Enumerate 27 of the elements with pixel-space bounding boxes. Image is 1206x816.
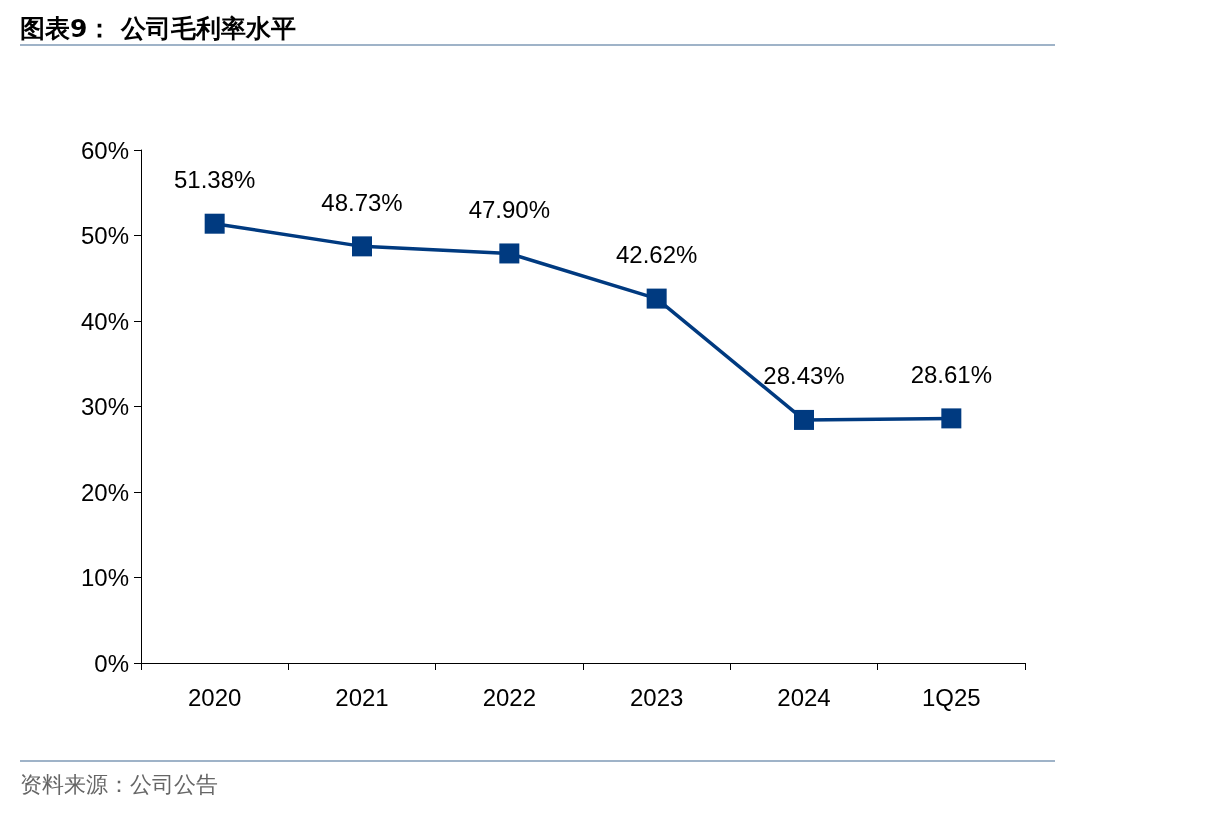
y-tick-label: 20% xyxy=(80,478,129,506)
point xyxy=(794,409,814,430)
data-label: 28.61% xyxy=(910,360,993,388)
point xyxy=(352,236,372,257)
x-tick-label: 2021 xyxy=(335,683,389,711)
y-tick-label: 0% xyxy=(94,649,129,677)
point xyxy=(941,408,962,429)
y-tick-label: 60% xyxy=(80,136,129,164)
point xyxy=(646,288,667,309)
x-tick-label: 1Q25 xyxy=(921,683,981,711)
x-tick-label: 2023 xyxy=(629,683,684,711)
y-tick-label: 50% xyxy=(80,222,129,249)
point xyxy=(499,243,520,264)
data-label: 28.43% xyxy=(763,362,845,390)
point xyxy=(204,213,225,234)
chart-title: 图表9： 公司毛利率水平 xyxy=(20,13,297,45)
text: 资料来源：公司公告 xyxy=(20,771,218,799)
x-tick-label: 2024 xyxy=(777,683,831,711)
data-label: 48.73% xyxy=(321,188,403,216)
data-label: 42.62% xyxy=(615,241,698,269)
x-tick-label: 2022 xyxy=(482,683,537,711)
data-label: 47.90% xyxy=(468,195,551,223)
y-tick-label: 10% xyxy=(80,564,129,591)
y-tick-label: 30% xyxy=(80,393,129,420)
y-tick-label: 40% xyxy=(80,307,129,335)
x-tick-label: 2020 xyxy=(187,683,242,711)
data-label: 51.38% xyxy=(173,166,256,194)
